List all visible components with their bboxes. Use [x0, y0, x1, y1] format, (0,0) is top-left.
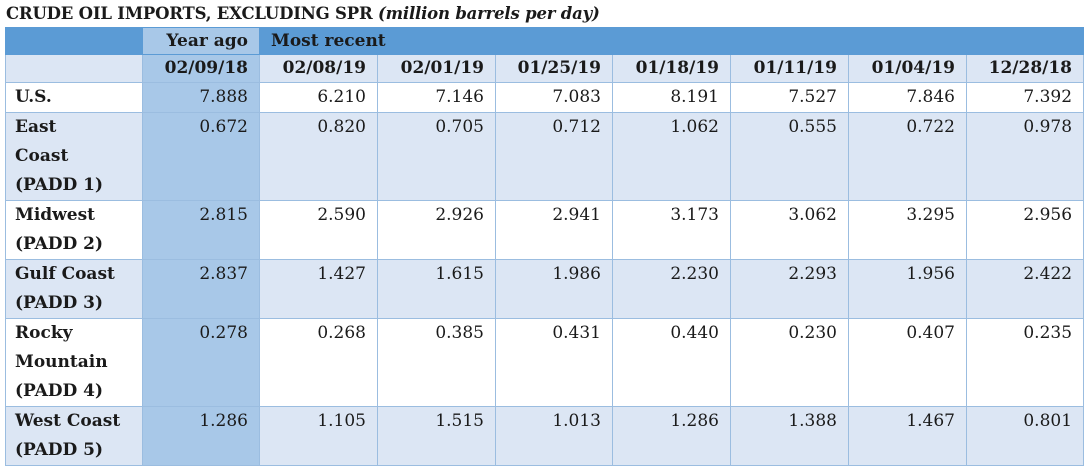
- table-title: CRUDE OIL IMPORTS, EXCLUDING SPR (millio…: [6, 4, 600, 23]
- row-label: Midwest (PADD 2): [5, 200, 143, 260]
- table-cell: 0.431: [495, 318, 613, 407]
- table-cell: 7.527: [730, 82, 849, 113]
- title-unit: (million barrels per day): [378, 4, 600, 23]
- table-cell: 0.712: [495, 112, 613, 201]
- table-cell: 1.427: [259, 259, 378, 319]
- table-cell: 0.385: [377, 318, 496, 407]
- date-header: 01/18/19: [612, 54, 731, 83]
- table-cell: 1.013: [495, 406, 613, 466]
- table-cell: 0.705: [377, 112, 496, 201]
- year-ago-header: Year ago: [142, 27, 260, 55]
- row-label: Gulf Coast (PADD 3): [5, 259, 143, 319]
- crude-imports-table: Year ago Most recent 02/09/18 02/08/19 0…: [5, 27, 1085, 466]
- table-cell: 1.986: [495, 259, 613, 319]
- date-header: 02/01/19: [377, 54, 496, 83]
- header-corner-dates: [5, 54, 143, 83]
- table-cell: 1.388: [730, 406, 849, 466]
- table-cell: 2.815: [142, 200, 260, 260]
- table-cell: 7.083: [495, 82, 613, 113]
- table-cell: 0.820: [259, 112, 378, 201]
- table-cell: 1.105: [259, 406, 378, 466]
- table-cell: 0.230: [730, 318, 849, 407]
- table-cell: 0.978: [965, 112, 1085, 201]
- table-cell: 0.555: [730, 112, 849, 201]
- table-cell: 1.956: [848, 259, 967, 319]
- table-cell: 2.941: [495, 200, 613, 260]
- table-row: Gulf Coast (PADD 3) 2.837 1.427 1.615 1.986 2…: [5, 259, 1085, 319]
- table-cell: 3.295: [848, 200, 967, 260]
- date-header: 12/28/18: [965, 54, 1085, 83]
- table-row: Rocky Mountain (PADD 4) 0.278 0.268 0.385 0.…: [5, 318, 1085, 407]
- table-cell: 7.888: [142, 82, 260, 113]
- table-cell: 2.926: [377, 200, 496, 260]
- table-row: East Coast (PADD 1) 0.672 0.820 0.705 0.712 1…: [5, 112, 1085, 201]
- table-cell: 7.846: [848, 82, 967, 113]
- row-label: Rocky Mountain (PADD 4): [5, 318, 143, 407]
- row-label: West Coast (PADD 5): [5, 406, 143, 466]
- table-cell: 7.392: [965, 82, 1085, 113]
- row-label: U.S.: [5, 82, 143, 113]
- table-cell: 0.440: [612, 318, 731, 407]
- table-cell: 6.210: [259, 82, 378, 113]
- table-cell: 1.615: [377, 259, 496, 319]
- table-cell: 2.956: [965, 200, 1085, 260]
- table-cell: 2.422: [965, 259, 1085, 319]
- table-cell: 2.590: [259, 200, 378, 260]
- table-cell: 1.062: [612, 112, 731, 201]
- table-cell: 1.467: [848, 406, 967, 466]
- row-label: East Coast (PADD 1): [5, 112, 143, 201]
- table-cell: 1.286: [142, 406, 260, 466]
- date-header: 02/09/18: [142, 54, 260, 83]
- date-header: 01/04/19: [848, 54, 967, 83]
- header-corner: [5, 27, 143, 55]
- table-cell: 0.235: [965, 318, 1085, 407]
- table-cell: 2.837: [142, 259, 260, 319]
- most-recent-header: Most recent: [258, 27, 1085, 55]
- header-row-dates: 02/09/18 02/08/19 02/01/19 01/25/19 01/1…: [5, 54, 1085, 83]
- table-cell: 0.268: [259, 318, 378, 407]
- table-cell: 1.515: [377, 406, 496, 466]
- table-row: U.S. 7.888 6.210 7.146 7.083 8.191 7.527 7.846 7…: [5, 82, 1085, 113]
- table-cell: 7.146: [377, 82, 496, 113]
- table-row: Midwest (PADD 2) 2.815 2.590 2.926 2.941 3.17…: [5, 200, 1085, 260]
- title-main: CRUDE OIL IMPORTS, EXCLUDING SPR: [6, 4, 373, 23]
- table-cell: 3.062: [730, 200, 849, 260]
- table-cell: 0.672: [142, 112, 260, 201]
- table-cell: 0.801: [965, 406, 1085, 466]
- table-cell: 8.191: [612, 82, 731, 113]
- table-row: West Coast (PADD 5) 1.286 1.105 1.515 1.013 1…: [5, 406, 1085, 466]
- header-row-groups: Year ago Most recent: [5, 27, 1085, 55]
- table-cell: 1.286: [612, 406, 731, 466]
- date-header: 01/11/19: [730, 54, 849, 83]
- table-cell: 0.407: [848, 318, 967, 407]
- table-cell: 3.173: [612, 200, 731, 260]
- table-cell: 0.722: [848, 112, 967, 201]
- date-header: 01/25/19: [495, 54, 613, 83]
- table-cell: 0.278: [142, 318, 260, 407]
- date-header: 02/08/19: [259, 54, 378, 83]
- table-cell: 2.230: [612, 259, 731, 319]
- table-cell: 2.293: [730, 259, 849, 319]
